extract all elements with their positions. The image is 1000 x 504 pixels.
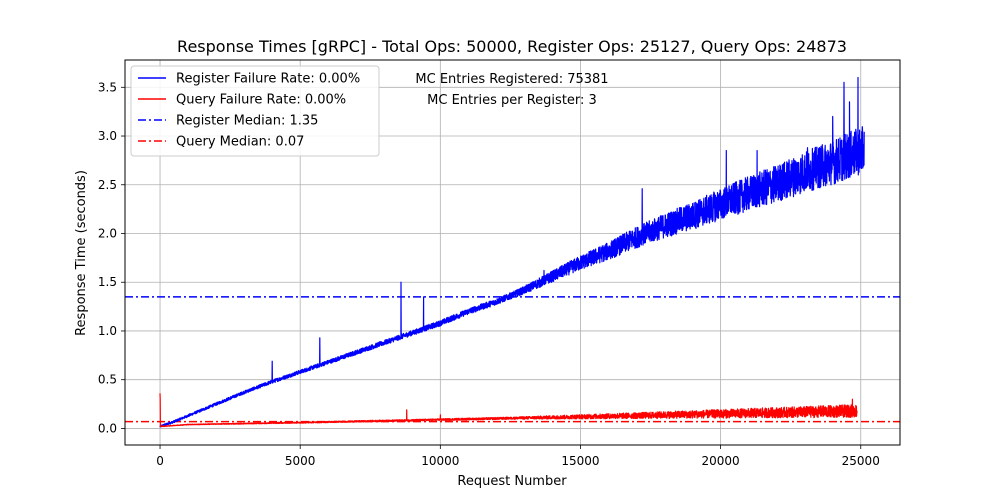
y-tick-label: 2.0 — [98, 226, 117, 240]
x-tick-label: 10000 — [421, 454, 459, 468]
median-layer — [125, 296, 900, 423]
y-tick-label: 0.5 — [98, 373, 117, 387]
legend: Register Failure Rate: 0.00% Query Failur… — [130, 65, 380, 157]
y-tick-label: 2.5 — [98, 178, 117, 192]
legend-entry: Register Median: 1.35 — [176, 114, 318, 129]
x-tick-label: 25000 — [842, 454, 880, 468]
series-line-query — [159, 393, 858, 428]
y-tick-label: 3.5 — [98, 80, 117, 94]
y-axis-label: Response Time (seconds) — [74, 170, 89, 336]
legend-entry: Register Failure Rate: 0.00% — [176, 72, 360, 87]
y-axis-ticks: 0.0 0.5 1.0 1.5 2.0 2.5 3.0 3.5 — [98, 80, 125, 435]
x-tick-label: 0 — [156, 454, 164, 468]
grid-layer — [125, 60, 900, 445]
annotation-mc-entries-per-register: MC Entries per Register: 3 — [427, 93, 597, 108]
chart-title: Response Times [gRPC] - Total Ops: 50000… — [177, 37, 847, 56]
y-tick-label: 3.0 — [98, 129, 117, 143]
x-axis-label: Request Number — [457, 474, 567, 489]
y-tick-label: 1.0 — [98, 324, 117, 338]
legend-entry: Query Median: 0.07 — [176, 135, 304, 150]
legend-entry: Query Failure Rate: 0.00% — [176, 93, 346, 108]
x-tick-label: 5000 — [285, 454, 316, 468]
plot-frame — [124, 59, 901, 446]
x-axis-ticks: 0 5000 10000 15000 20000 25000 — [156, 445, 880, 468]
y-tick-label: 0.0 — [98, 421, 117, 435]
x-tick-label: 20000 — [702, 454, 740, 468]
legend-box — [130, 65, 380, 157]
x-tick-label: 15000 — [561, 454, 599, 468]
y-tick-label: 1.5 — [98, 275, 117, 289]
annotation-mc-entries-registered: MC Entries Registered: 75381 — [415, 72, 608, 87]
series-layer — [159, 76, 865, 428]
series-line-register — [159, 76, 865, 428]
